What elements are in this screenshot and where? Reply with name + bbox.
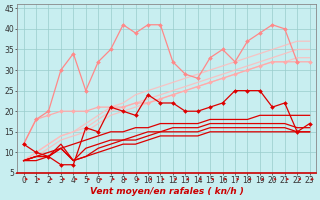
- X-axis label: Vent moyen/en rafales ( kn/h ): Vent moyen/en rafales ( kn/h ): [90, 187, 244, 196]
